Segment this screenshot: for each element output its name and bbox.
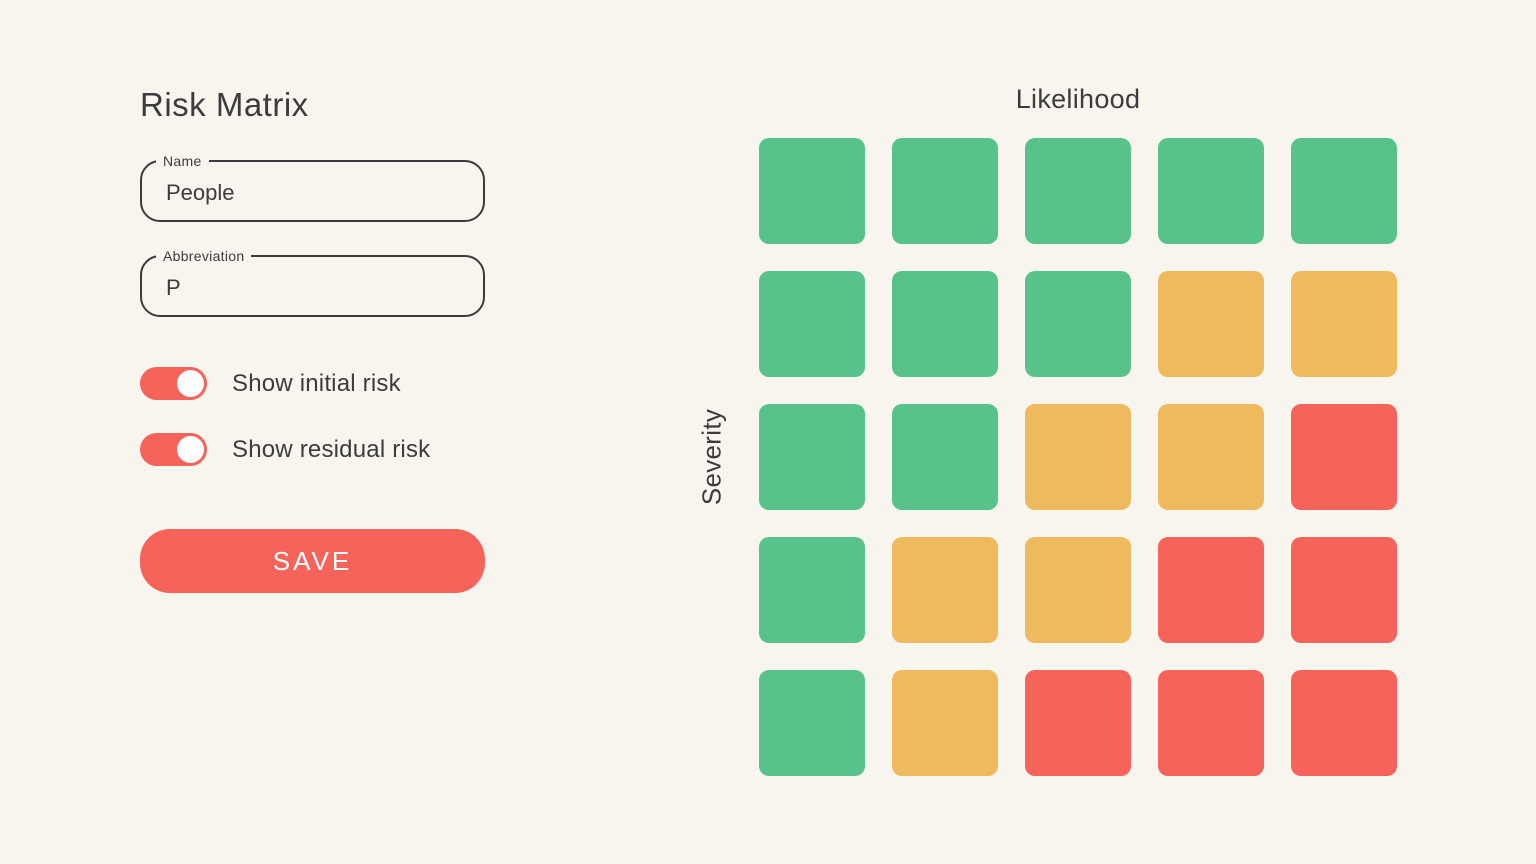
- name-field-label: Name: [156, 152, 209, 170]
- matrix-cell-r2-c3[interactable]: [1025, 271, 1131, 377]
- initial-risk-toggle[interactable]: [140, 367, 207, 400]
- page-title: Risk Matrix: [140, 86, 309, 123]
- matrix-cell-r2-c5[interactable]: [1291, 271, 1397, 377]
- initial-risk-toggle-label: Show initial risk: [232, 369, 401, 397]
- matrix-cell-r5-c3[interactable]: [1025, 670, 1131, 776]
- matrix-cell-r2-c4[interactable]: [1158, 271, 1264, 377]
- matrix-cell-r4-c1[interactable]: [759, 537, 865, 643]
- matrix-cell-r3-c3[interactable]: [1025, 404, 1131, 510]
- matrix-cell-r1-c1[interactable]: [759, 138, 865, 244]
- matrix-cell-r3-c2[interactable]: [892, 404, 998, 510]
- name-field: Name: [140, 152, 485, 222]
- save-button[interactable]: SAVE: [140, 529, 485, 593]
- likelihood-axis-label: Likelihood: [1015, 84, 1141, 114]
- severity-axis-label: Severity: [696, 408, 727, 506]
- matrix-cell-r4-c3[interactable]: [1025, 537, 1131, 643]
- residual-risk-toggle[interactable]: [140, 433, 207, 466]
- name-input[interactable]: [142, 162, 483, 220]
- matrix-cell-r3-c1[interactable]: [759, 404, 865, 510]
- abbreviation-field-label: Abbreviation: [156, 247, 252, 265]
- residual-risk-toggle-row: Show residual risk: [140, 433, 430, 466]
- matrix-cell-r3-c4[interactable]: [1158, 404, 1264, 510]
- risk-matrix-grid: [759, 138, 1397, 776]
- matrix-cell-r5-c2[interactable]: [892, 670, 998, 776]
- residual-risk-toggle-label: Show residual risk: [232, 435, 431, 463]
- matrix-cell-r5-c1[interactable]: [759, 670, 865, 776]
- matrix-cell-r4-c2[interactable]: [892, 537, 998, 643]
- matrix-cell-r5-c4[interactable]: [1158, 670, 1264, 776]
- toggle-knob: [177, 370, 204, 397]
- toggle-knob: [177, 436, 204, 463]
- matrix-cell-r1-c4[interactable]: [1158, 138, 1264, 244]
- matrix-cell-r3-c5[interactable]: [1291, 404, 1397, 510]
- abbreviation-input[interactable]: [142, 257, 483, 315]
- matrix-cell-r1-c2[interactable]: [892, 138, 998, 244]
- matrix-cell-r2-c1[interactable]: [759, 271, 865, 377]
- abbreviation-field: Abbreviation: [140, 247, 485, 317]
- initial-risk-toggle-row: Show initial risk: [140, 367, 401, 400]
- matrix-cell-r5-c5[interactable]: [1291, 670, 1397, 776]
- matrix-cell-r2-c2[interactable]: [892, 271, 998, 377]
- matrix-cell-r4-c4[interactable]: [1158, 537, 1264, 643]
- matrix-cell-r1-c3[interactable]: [1025, 138, 1131, 244]
- matrix-cell-r1-c5[interactable]: [1291, 138, 1397, 244]
- matrix-cell-r4-c5[interactable]: [1291, 537, 1397, 643]
